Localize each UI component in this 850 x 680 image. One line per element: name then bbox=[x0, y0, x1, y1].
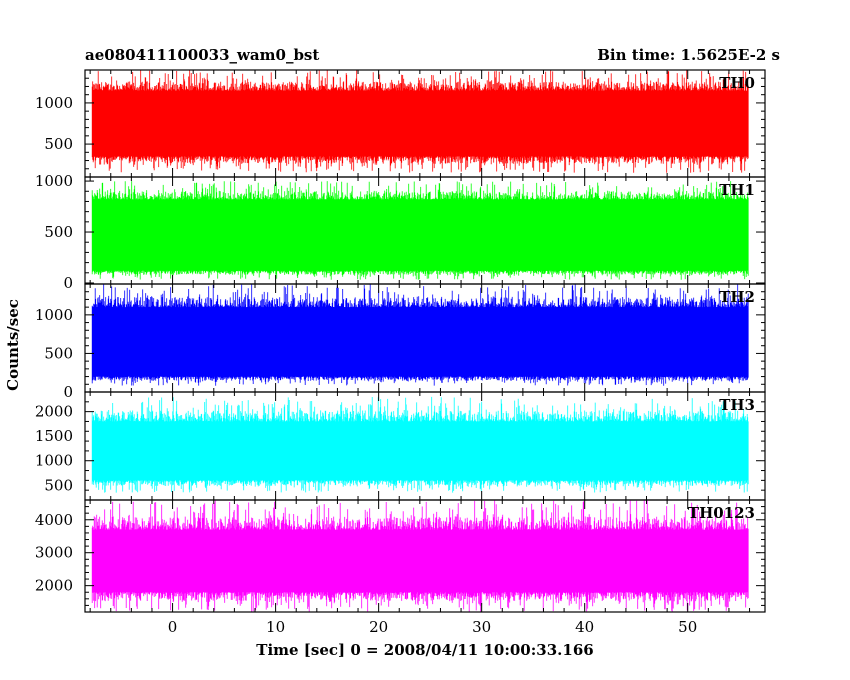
y-tick-label: 500 bbox=[44, 135, 73, 153]
series-label-th3: TH3 bbox=[719, 396, 755, 414]
x-tick-label: 10 bbox=[266, 618, 285, 636]
y-tick-label: 4000 bbox=[35, 511, 73, 529]
y-tick-label: 1000 bbox=[35, 94, 73, 112]
panel-th1: 0 500 1000 TH1 bbox=[35, 172, 766, 292]
series-th0-curve bbox=[91, 70, 749, 173]
y-tick-label: 0 bbox=[63, 383, 73, 401]
panel-th0123: 2000 3000 4000 TH0123 bbox=[35, 499, 766, 613]
x-tick-label: 40 bbox=[575, 618, 594, 636]
x-tick-label: 30 bbox=[472, 618, 491, 636]
panel-th3: 500 1000 1500 2000 TH3 bbox=[35, 391, 766, 501]
y-tick-label: 500 bbox=[44, 223, 73, 241]
y-tick-label: 500 bbox=[44, 476, 73, 494]
x-axis: 0 10 20 30 40 50 bbox=[168, 618, 697, 636]
series-label-th0: TH0 bbox=[719, 74, 755, 92]
x-tick-label: 20 bbox=[369, 618, 388, 636]
series-th1-curve bbox=[91, 181, 749, 280]
y-tick-label: 2000 bbox=[35, 403, 73, 421]
series-label-th1: TH1 bbox=[719, 181, 755, 199]
y-axis-label: Counts/sec bbox=[4, 299, 22, 391]
x-axis-label: Time [sec] 0 = 2008/04/11 10:00:33.166 bbox=[256, 641, 593, 659]
x-tick-label: 0 bbox=[168, 618, 178, 636]
y-tick-label: 2000 bbox=[35, 577, 73, 595]
panel-frame bbox=[84, 499, 766, 613]
y-tick-label: 3000 bbox=[35, 544, 73, 562]
y-tick-label: 1000 bbox=[35, 452, 73, 470]
series-th0123-curve bbox=[91, 500, 749, 612]
x-tick-label: 50 bbox=[678, 618, 697, 636]
panel-th0: 500 1000 TH0 bbox=[35, 69, 766, 178]
y-tick-label: 1500 bbox=[35, 427, 73, 445]
panel-th2: 0 500 1000 TH2 bbox=[35, 283, 766, 401]
series-th2-curve bbox=[91, 284, 749, 386]
y-tick-label: 0 bbox=[63, 274, 73, 292]
bin-time-label: Bin time: 1.5625E-2 s bbox=[597, 46, 780, 64]
chart-title: ae080411100033_wam0_bst bbox=[85, 46, 319, 64]
series-th3-curve bbox=[91, 396, 749, 493]
y-tick-label: 500 bbox=[44, 344, 73, 362]
panels: 500 1000 TH0 0 500 1000 TH1 0 500 1000 TH2 500 1000 1… bbox=[35, 69, 766, 613]
y-tick-label: 1000 bbox=[35, 172, 73, 190]
series-label-th0123: TH0123 bbox=[688, 504, 755, 522]
series-label-th2: TH2 bbox=[719, 288, 755, 306]
y-tick-label: 1000 bbox=[35, 306, 73, 324]
